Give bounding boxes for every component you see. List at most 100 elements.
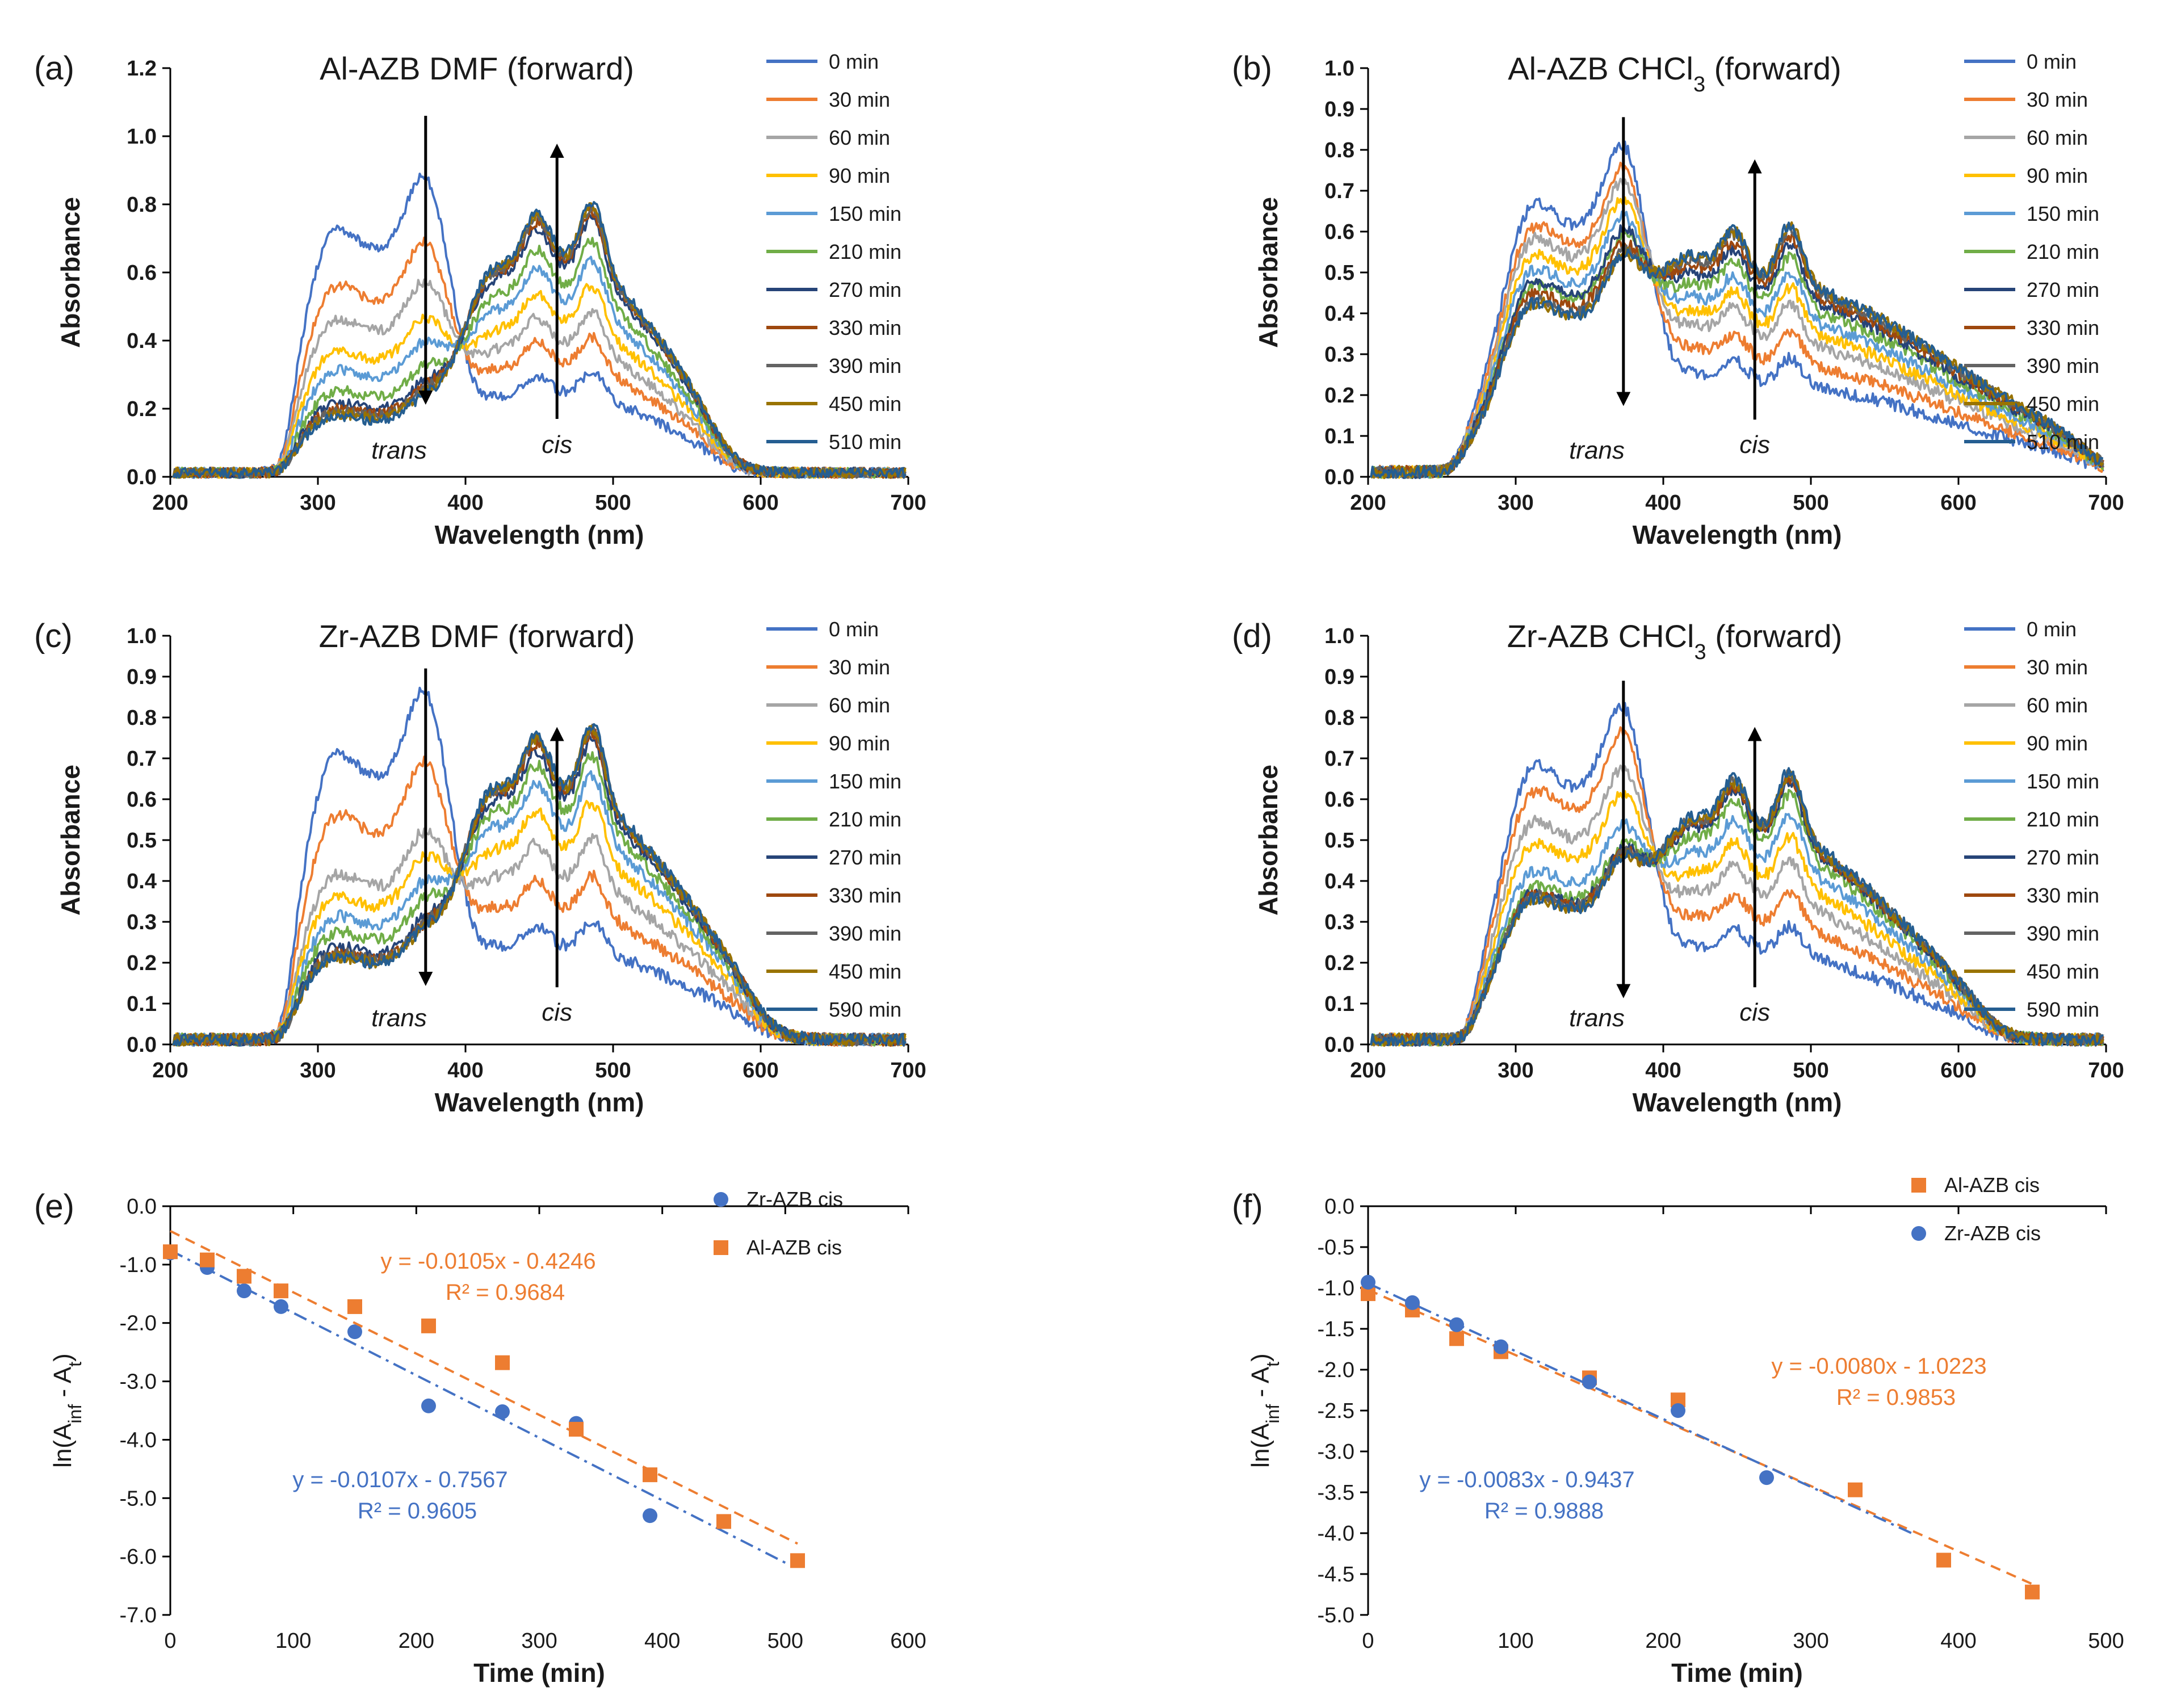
fit-line xyxy=(170,1229,798,1545)
y-tick-label: 0.4 xyxy=(127,329,157,353)
series-line-30-min xyxy=(172,756,907,1047)
x-tick-label: 200 xyxy=(152,1059,188,1082)
legend-entry: 450 min xyxy=(2027,960,2099,983)
trans-label: trans xyxy=(1569,437,1625,464)
x-tick-label: 400 xyxy=(644,1629,680,1653)
x-tick-label: 300 xyxy=(300,1059,335,1082)
x-axis-title: Wavelength (nm) xyxy=(435,520,644,549)
panel-letter: (e) xyxy=(34,1188,74,1225)
data-point xyxy=(1848,1482,1863,1497)
legend-entry: 0 min xyxy=(829,618,879,641)
series-line-30-min xyxy=(1370,161,2104,479)
y-tick-label: 0.5 xyxy=(127,829,157,853)
legend-entry: 60 min xyxy=(2027,126,2088,149)
series-line-510-min xyxy=(1370,221,2103,480)
y-tick-label: -2.0 xyxy=(120,1312,157,1336)
x-tick-label: 0 xyxy=(164,1629,176,1653)
x-axis-title: Time (min) xyxy=(1671,1658,1803,1688)
y-tick-label: -5.0 xyxy=(1318,1604,1354,1627)
y-axis-title: Absorbance xyxy=(1253,765,1283,916)
x-tick-label: 600 xyxy=(743,1059,778,1082)
y-tick-label: 0.5 xyxy=(1324,829,1354,853)
data-point xyxy=(163,1244,178,1260)
legend-entry: 30 min xyxy=(829,88,890,111)
x-tick-label: 200 xyxy=(152,491,188,515)
y-tick-label: 1.0 xyxy=(1324,57,1354,81)
y-tick-label: 0.2 xyxy=(1324,384,1354,408)
legend-entry: 390 min xyxy=(829,354,901,377)
y-tick-label: -2.5 xyxy=(1318,1399,1354,1423)
series-group xyxy=(172,686,907,1047)
panel-letter: (f) xyxy=(1232,1188,1263,1225)
panel-b: (b) Al-AZB CHCl3 (forward) Absorbance 200 30… xyxy=(1232,50,2124,549)
y-tick-label: 0.1 xyxy=(1324,992,1354,1016)
y-tick-label: 0.9 xyxy=(1324,665,1354,689)
x-tick-label: 500 xyxy=(767,1629,803,1653)
y-tick-label: -1.0 xyxy=(120,1253,157,1277)
legend-entry: Al-AZB cis xyxy=(746,1236,842,1259)
fit-r2: R² = 0.9853 xyxy=(1836,1385,1956,1410)
x-tick-label: 200 xyxy=(1350,1059,1386,1082)
y-tick-label: 0.1 xyxy=(1324,425,1354,448)
data-point xyxy=(1759,1470,1774,1485)
y-tick-label: -1.0 xyxy=(1318,1277,1354,1300)
fit-r2: R² = 0.9684 xyxy=(446,1280,565,1305)
legend-entry: 270 min xyxy=(829,278,901,301)
x-tick-label: 400 xyxy=(447,1059,483,1082)
y-tick-label: 1.2 xyxy=(127,57,157,81)
data-point xyxy=(716,1514,731,1529)
legend-entry: 150 min xyxy=(829,202,901,225)
data-point xyxy=(1449,1331,1464,1346)
data-point xyxy=(347,1299,362,1314)
y-tick-label: -4.0 xyxy=(120,1428,157,1452)
legend-entry: 0 min xyxy=(829,50,879,73)
x-tick-label: 200 xyxy=(399,1629,434,1653)
x-tick-label: 500 xyxy=(595,491,631,515)
fit-equation: y = -0.0080x - 1.0223 xyxy=(1771,1354,1986,1379)
x-tick-label: 200 xyxy=(1350,491,1386,515)
x-tick-label: 400 xyxy=(1645,1059,1681,1082)
y-tick-label: 1.0 xyxy=(127,624,157,648)
x-tick-label: 600 xyxy=(890,1629,926,1653)
y-tick-label: 0.1 xyxy=(127,992,157,1016)
fit-equation: y = -0.0083x - 0.9437 xyxy=(1419,1467,1634,1492)
y-tick-label: 0.8 xyxy=(127,193,157,217)
y-tick-label: 0.8 xyxy=(1324,139,1354,162)
panel-letter: (b) xyxy=(1232,50,1272,87)
y-tick-label: -3.0 xyxy=(120,1370,157,1394)
x-tick-label: 0 xyxy=(1362,1629,1374,1653)
data-point xyxy=(1449,1317,1464,1332)
y-tick-label: 0.2 xyxy=(1324,951,1354,975)
legend-entry: 210 min xyxy=(2027,240,2099,263)
legend-marker xyxy=(714,1240,728,1255)
fit-line xyxy=(170,1249,786,1564)
data-point xyxy=(274,1299,288,1314)
chart-title: Al-AZB DMF (forward) xyxy=(320,51,634,86)
data-point xyxy=(1361,1274,1375,1290)
x-tick-label: 600 xyxy=(1940,1059,1976,1082)
series-line-0-min xyxy=(1370,140,2104,479)
x-axis-title: Wavelength (nm) xyxy=(1633,1088,1842,1117)
cis-label: cis xyxy=(542,431,572,459)
data-point xyxy=(274,1283,288,1299)
x-tick-label: 100 xyxy=(275,1629,311,1653)
x-tick-label: 700 xyxy=(2088,491,2124,515)
legend-entry: 90 min xyxy=(2027,164,2088,187)
y-tick-label: 0.3 xyxy=(127,910,157,934)
series-line-590-min xyxy=(1370,767,2104,1047)
legend-entry: Zr-AZB cis xyxy=(1944,1222,2041,1245)
trans-label: trans xyxy=(371,1004,427,1032)
y-tick-label: 0.6 xyxy=(1324,220,1354,244)
legend-entry: 90 min xyxy=(829,164,890,187)
panel-a: (a) Al-AZB DMF (forward) Absorbance 200 300 4… xyxy=(34,50,926,549)
y-axis-title: Absorbance xyxy=(56,765,85,916)
x-tick-label: 400 xyxy=(1940,1629,1976,1653)
x-tick-label: 600 xyxy=(743,491,778,515)
legend-entry: 510 min xyxy=(829,430,901,454)
trans-label: trans xyxy=(371,437,427,464)
cis-label: cis xyxy=(1739,431,1770,459)
series-group xyxy=(1370,702,2104,1047)
series-line-590-min xyxy=(172,723,907,1047)
x-tick-label: 400 xyxy=(447,491,483,515)
x-tick-label: 100 xyxy=(1498,1629,1533,1653)
